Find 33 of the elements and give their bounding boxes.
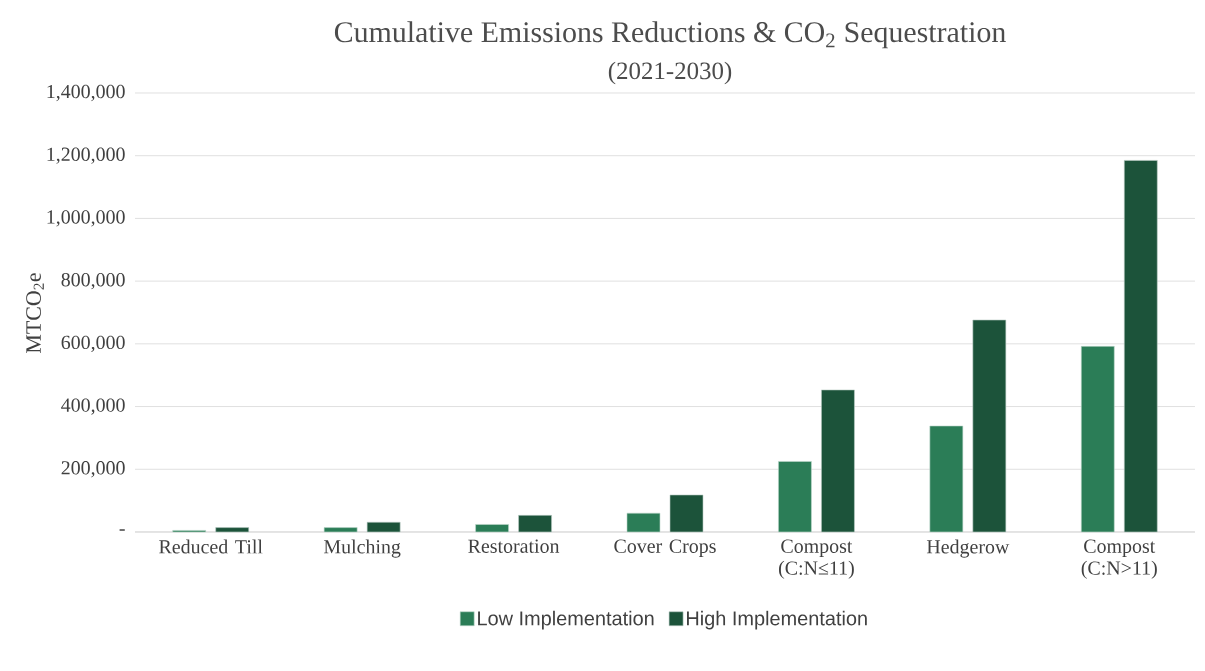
bar <box>475 524 509 533</box>
x-tick-label: Hedgerow <box>926 539 1010 558</box>
y-tick-label: 1,400,000 <box>47 84 125 102</box>
legend-label: Low Implementation <box>478 610 654 630</box>
bar <box>1080 346 1115 533</box>
y-tick-label: - <box>119 529 125 531</box>
chart-subtitle: (2021-2030) <box>608 61 732 85</box>
y-tick-label: 1,000,000 <box>47 210 125 227</box>
legend-label: High Implementation <box>687 610 867 630</box>
bar <box>669 494 704 533</box>
y-tick-label: 800,000 <box>61 272 125 290</box>
y-tick-label: 400,000 <box>61 398 125 415</box>
y-tick-label: 1,200,000 <box>47 147 125 164</box>
y-tick-label: 200,000 <box>61 461 125 478</box>
bar <box>626 512 661 533</box>
y-axis-title: MTCO$_{2}$e <box>26 273 44 353</box>
bar <box>323 527 358 533</box>
bar <box>1123 160 1158 533</box>
x-tick-label: Reduced Till <box>159 539 263 554</box>
x-tick-label: Cover Crops <box>614 539 716 557</box>
bar <box>366 521 401 533</box>
x-tick-label: Compost (C:N>11) <box>1081 539 1157 579</box>
y-tick-label: 600,000 <box>61 335 125 352</box>
bar <box>972 319 1007 533</box>
x-tick-label: Mulching <box>323 539 401 558</box>
bar <box>215 527 250 533</box>
x-tick-label: Compost (C:N≤11) <box>779 539 854 579</box>
bar <box>821 389 855 533</box>
bar <box>778 461 812 533</box>
bar <box>929 425 964 533</box>
chart-title: Cumulative Emissions Reductions & CO$_{2}$ Sequestration <box>334 21 1006 49</box>
bar <box>518 515 552 533</box>
x-tick-label: Restoration <box>468 539 560 553</box>
